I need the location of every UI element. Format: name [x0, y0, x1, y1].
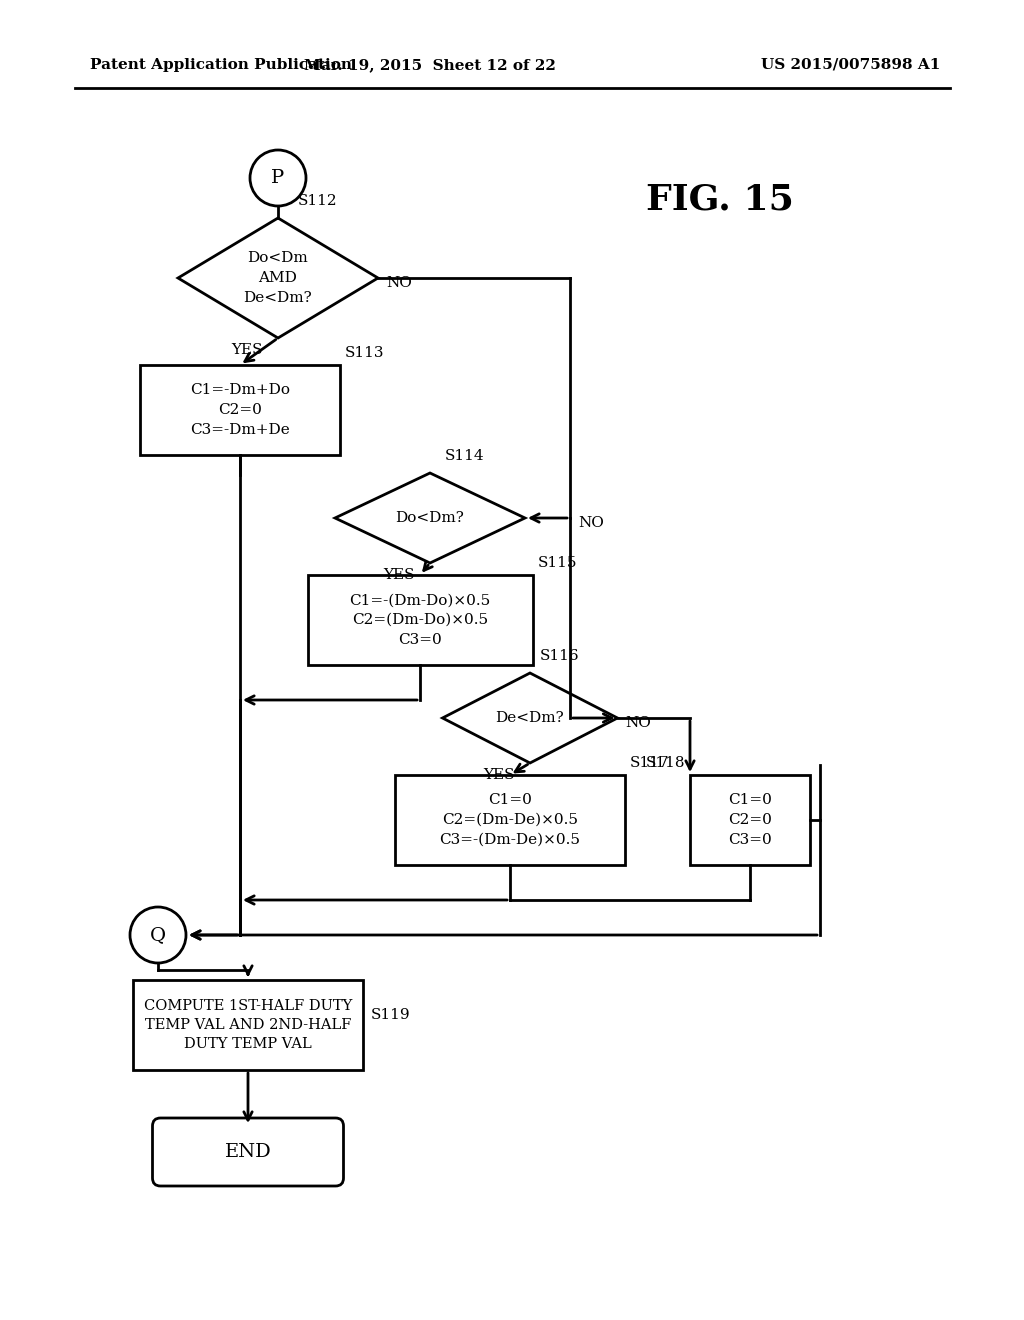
Text: Do<Dm
AMD
De<Dm?: Do<Dm AMD De<Dm? [244, 252, 312, 305]
Text: S112: S112 [298, 194, 338, 209]
Text: NO: NO [626, 715, 651, 730]
Text: COMPUTE 1ST-HALF DUTY
TEMP VAL AND 2ND-HALF
DUTY TEMP VAL: COMPUTE 1ST-HALF DUTY TEMP VAL AND 2ND-H… [143, 998, 352, 1052]
Text: C1=0
C2=(Dm-De)×0.5
C3=-(Dm-De)×0.5: C1=0 C2=(Dm-De)×0.5 C3=-(Dm-De)×0.5 [439, 793, 581, 846]
Text: S115: S115 [538, 556, 577, 570]
Text: NO: NO [578, 516, 604, 531]
Text: US 2015/0075898 A1: US 2015/0075898 A1 [761, 58, 940, 73]
Text: Patent Application Publication: Patent Application Publication [90, 58, 352, 73]
Text: YES: YES [384, 568, 415, 582]
Text: S117: S117 [630, 756, 670, 770]
Text: Do<Dm?: Do<Dm? [395, 511, 465, 525]
Text: Q: Q [150, 927, 166, 944]
Text: De<Dm?: De<Dm? [496, 711, 564, 725]
Text: S118: S118 [645, 756, 685, 770]
Text: S119: S119 [371, 1008, 411, 1022]
Text: YES: YES [483, 768, 515, 781]
Text: FIG. 15: FIG. 15 [646, 183, 794, 216]
Text: S114: S114 [445, 449, 484, 463]
Text: C1=0
C2=0
C3=0: C1=0 C2=0 C3=0 [728, 793, 772, 846]
Text: YES: YES [231, 343, 263, 356]
Text: C1=-(Dm-Do)×0.5
C2=(Dm-Do)×0.5
C3=0: C1=-(Dm-Do)×0.5 C2=(Dm-Do)×0.5 C3=0 [349, 594, 490, 647]
Text: P: P [271, 169, 285, 187]
Text: END: END [224, 1143, 271, 1162]
Text: C1=-Dm+Do
C2=0
C3=-Dm+De: C1=-Dm+Do C2=0 C3=-Dm+De [190, 384, 290, 437]
Text: NO: NO [386, 276, 412, 290]
Text: Mar. 19, 2015  Sheet 12 of 22: Mar. 19, 2015 Sheet 12 of 22 [304, 58, 556, 73]
Text: S113: S113 [345, 346, 384, 360]
Text: S116: S116 [540, 649, 580, 663]
